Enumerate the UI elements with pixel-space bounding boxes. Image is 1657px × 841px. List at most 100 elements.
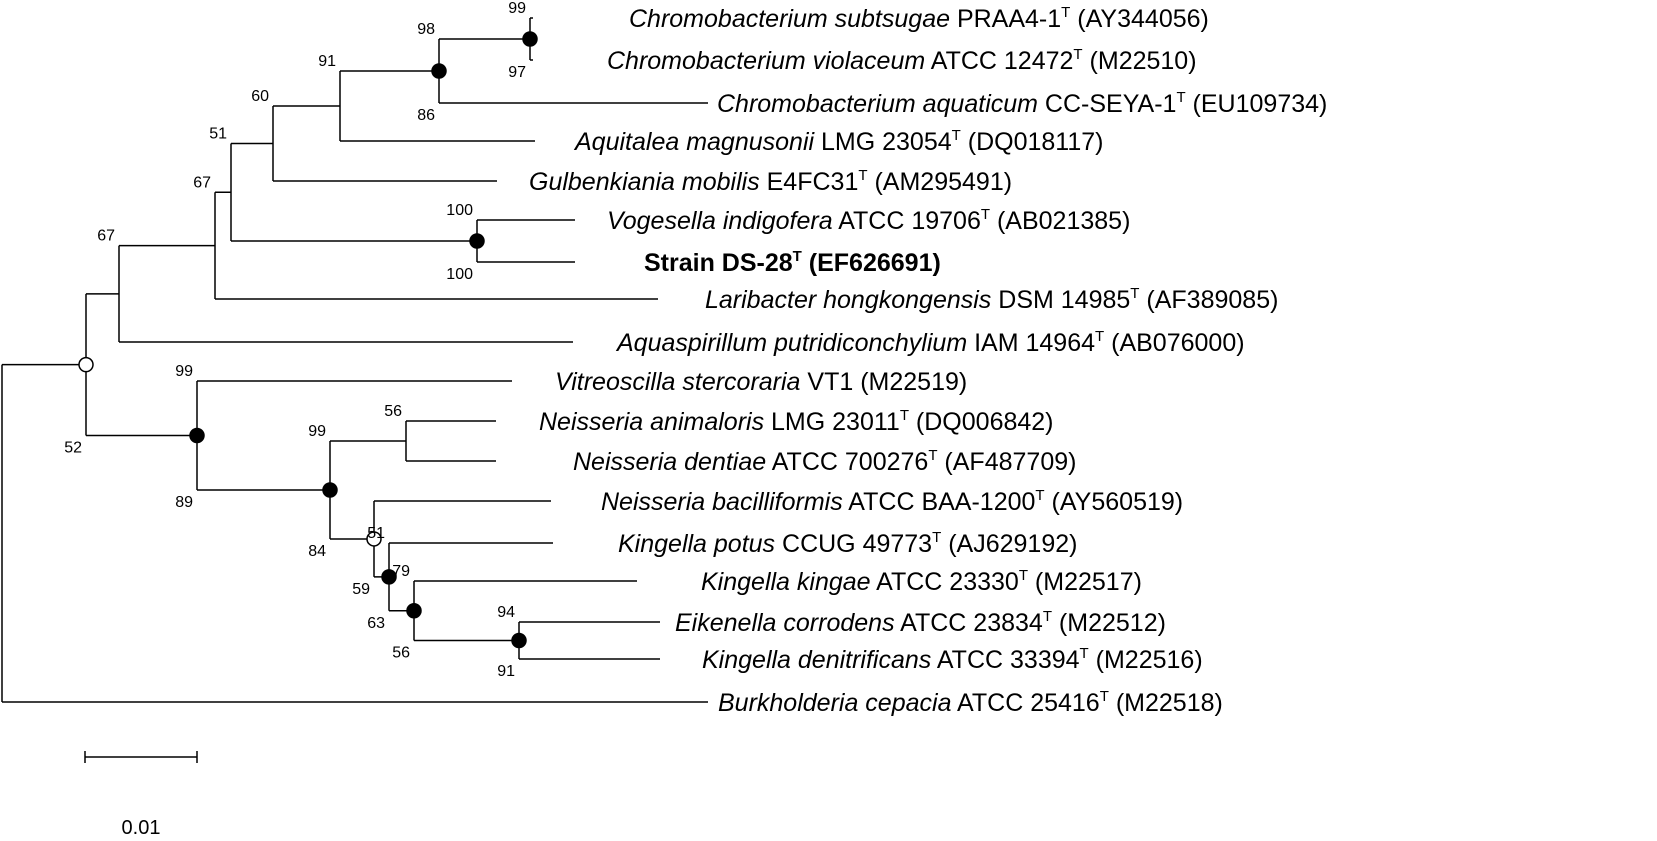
accession-number: (M22510) <box>1083 47 1197 75</box>
species-name: Chromobacterium violaceum <box>607 47 925 75</box>
type-strain-mark: T <box>981 206 990 223</box>
species-name: Kingella kingae <box>701 568 871 596</box>
bootstrap-above-n_67b: 67 <box>97 228 115 245</box>
scale-bar: 0.01 <box>84 751 198 839</box>
bootstrap-below-n_79_56: 56 <box>392 645 410 662</box>
filled-node-marker-n_neis_main <box>322 482 338 498</box>
taxon-labels: Chromobacterium subtsugae PRAA4-1T (AY34… <box>529 4 1327 717</box>
species-name: Neisseria bacilliformis <box>601 488 843 516</box>
filled-node-marker-n_79_56 <box>406 603 422 619</box>
bootstrap-below-n_eik_kden: 91 <box>497 663 515 680</box>
strain-designation: ATCC 23330 <box>871 568 1019 596</box>
type-strain-mark: T <box>900 407 909 424</box>
type-strain-mark: T <box>932 529 941 546</box>
accession-number: (AB021385) <box>990 207 1130 235</box>
taxon-label-kin_den: Kingella denitrificans ATCC 33394T (M225… <box>702 645 1203 674</box>
bootstrap-below-n_59: 59 <box>352 581 370 598</box>
taxon-label-nei_den: Neisseria dentiae ATCC 700276T (AF487709… <box>573 447 1076 476</box>
bootstrap-above-n_51_63: 51 <box>367 525 385 542</box>
accession-number: (M22517) <box>1028 568 1142 596</box>
bootstrap-above-n_67a: 67 <box>193 174 211 191</box>
bootstrap-above-n_51: 51 <box>209 126 227 143</box>
species-name: Aquitalea magnusonii <box>573 128 815 156</box>
accession-number: (M22518) <box>1109 689 1223 717</box>
strain-designation: PRAA4-1 <box>950 5 1061 33</box>
taxon-label-eik_cor: Eikenella corrodens ATCC 23834T (M22512) <box>675 608 1166 637</box>
taxon-label-nei_bac: Neisseria bacilliformis ATCC BAA-1200T (… <box>601 487 1183 516</box>
species-name: Vogesella indigofera <box>607 207 833 235</box>
bootstrap-above-n_chrsub_chrvio: 99 <box>508 0 526 17</box>
strain-designation: IAM 14964 <box>967 329 1095 357</box>
species-name: Gulbenkiania mobilis <box>529 168 760 196</box>
taxon-name: Strain DS-28 <box>644 249 793 277</box>
bootstrap-below-n_chrsub_chrvio: 97 <box>508 64 526 81</box>
taxon-label-lar_hon: Laribacter hongkongensis DSM 14985T (AF3… <box>705 285 1278 314</box>
accession-number: (DQ006842) <box>909 408 1054 436</box>
bootstrap-below-n_vog_ds: 100 <box>446 266 473 283</box>
strain-designation: ATCC 23834 <box>895 609 1043 637</box>
accession-number: (AY560519) <box>1045 488 1184 516</box>
accession-number: (AB076000) <box>1104 329 1244 357</box>
type-strain-mark: T <box>1043 608 1052 625</box>
accession-number: (M22516) <box>1089 646 1203 674</box>
strain-designation: ATCC 12472 <box>925 47 1073 75</box>
strain-designation: LMG 23011 <box>764 408 900 436</box>
taxon-label-aqs_put: Aquaspirillum putridiconchylium IAM 1496… <box>615 328 1245 357</box>
bootstrap-above-n_79_56: 79 <box>392 563 410 580</box>
bootstrap-above-n_gul: 60 <box>251 88 269 105</box>
species-name: Chromobacterium subtsugae <box>629 5 950 33</box>
taxon-label-chr_sub: Chromobacterium subtsugae PRAA4-1T (AY34… <box>629 4 1209 33</box>
strain-designation: LMG 23054 <box>814 128 952 156</box>
accession-number: (EU109734) <box>1186 90 1328 118</box>
filled-node-marker-n_vog_ds <box>469 233 485 249</box>
bootstrap-above-n_vog_ds: 100 <box>446 202 473 219</box>
strain-designation: DSM 14985 <box>991 286 1130 314</box>
accession-number: (AM295491) <box>868 168 1013 196</box>
type-strain-mark: T <box>793 248 802 265</box>
bootstrap-above-n_chr_aqu: 91 <box>318 53 336 70</box>
taxon-label-vog_ind: Vogesella indigofera ATCC 19706T (AB0213… <box>607 206 1130 235</box>
strain-designation: VT1 <box>800 368 853 396</box>
bootstrap-above-n_chr: 98 <box>417 21 435 38</box>
species-name: Neisseria dentiae <box>573 448 766 476</box>
strain-designation: ATCC 25416 <box>951 689 1099 717</box>
bootstrap-above-n_eik_kden: 94 <box>497 604 515 621</box>
strain-designation: ATCC BAA-1200 <box>843 488 1036 516</box>
taxon-label-chr_vio: Chromobacterium violaceum ATCC 12472T (M… <box>607 46 1197 75</box>
strain-designation: CC-SEYA-1 <box>1038 90 1176 118</box>
filled-node-marker-n_neis_vit <box>189 427 205 444</box>
accession-number: (M22519) <box>853 368 967 396</box>
strain-designation: CCUG 49773 <box>775 530 932 558</box>
species-name: Aquaspirillum putridiconchylium <box>615 329 967 357</box>
taxon-label-gul_mob: Gulbenkiania mobilis E4FC31T (AM295491) <box>529 167 1012 196</box>
open-node-marker-n_59 <box>366 531 382 547</box>
bootstrap-below-n_root_in: 52 <box>64 439 82 456</box>
type-strain-mark: T <box>952 127 961 144</box>
accession-number: (DQ018117) <box>961 128 1104 156</box>
strain-designation: ATCC 19706 <box>833 207 981 235</box>
tree-branches <box>1 17 708 703</box>
bootstrap-above-n_neis_main: 99 <box>308 423 326 440</box>
bootstrap-values: 99 97 98 86 91 60 100 100 51 67 67 52 99 89 56 99 84 59 51… <box>64 0 526 680</box>
type-strain-mark: T <box>1061 4 1070 21</box>
taxon-label-nei_ani: Neisseria animaloris LMG 23011T (DQ00684… <box>539 407 1054 436</box>
filled-node-marker-n_51_63 <box>381 569 397 585</box>
species-name: Laribacter hongkongensis <box>705 286 991 314</box>
species-name: Kingella denitrificans <box>702 646 931 674</box>
filled-node-marker-n_eik_kden <box>511 632 527 649</box>
accession-number: (EF626691) <box>802 249 941 277</box>
type-strain-mark: T <box>1100 688 1109 705</box>
type-strain-mark: T <box>1035 487 1044 504</box>
species-name: Vitreoscilla stercoraria <box>555 368 801 396</box>
taxon-label-bur_cep: Burkholderia cepacia ATCC 25416T (M22518… <box>718 688 1223 717</box>
strain-designation: E4FC31 <box>760 168 859 196</box>
accession-number: (AJ629192) <box>941 530 1077 558</box>
type-strain-mark: T <box>928 447 937 464</box>
tree-node-markers <box>78 31 538 649</box>
type-strain-mark: T <box>1130 285 1139 302</box>
taxon-label-aqu_mag: Aquitalea magnusonii LMG 23054T (DQ01811… <box>573 127 1104 156</box>
scale-bar-label: 0.01 <box>122 817 161 839</box>
type-strain-mark: T <box>1019 567 1028 584</box>
open-node-marker-n_root_in <box>78 356 94 373</box>
